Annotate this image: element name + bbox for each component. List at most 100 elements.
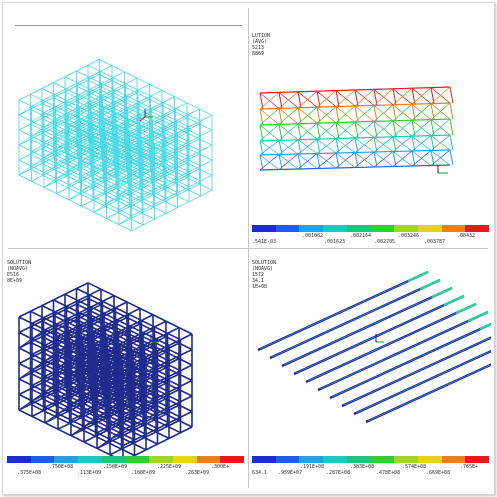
frame-member xyxy=(109,367,124,378)
contour-brace xyxy=(373,120,394,138)
legend-line: 1E+08 xyxy=(252,284,268,290)
contour-color-band xyxy=(299,225,324,232)
contour-brace xyxy=(316,122,337,140)
legend-line: (NOAVG) xyxy=(7,266,29,272)
frame-member xyxy=(68,128,150,171)
contour-member xyxy=(430,150,435,166)
frame-member xyxy=(31,125,113,167)
frame-member xyxy=(18,165,32,176)
frame-member xyxy=(99,119,213,176)
contour-label: .002705 xyxy=(374,239,396,245)
contour-brace xyxy=(392,150,413,167)
contour-color-band xyxy=(394,456,418,463)
frame-member xyxy=(18,135,32,146)
frame-member xyxy=(106,117,188,159)
frame-member xyxy=(56,137,138,179)
frame-member xyxy=(18,105,32,116)
frame-member xyxy=(87,94,201,152)
frame-member xyxy=(57,404,72,415)
frame-member xyxy=(18,104,100,146)
frame-member xyxy=(81,90,163,132)
contour-member xyxy=(354,121,359,139)
contour-member xyxy=(259,108,264,126)
frame-member xyxy=(87,79,201,137)
contour-member xyxy=(297,91,302,108)
contour-brace xyxy=(335,89,356,107)
contour-member xyxy=(430,87,435,104)
contour-member xyxy=(392,120,397,137)
frame-member xyxy=(93,156,175,198)
legend-line: 34.1 xyxy=(252,278,265,284)
frame-member xyxy=(56,152,138,194)
frame-member xyxy=(56,92,138,134)
frame-member xyxy=(53,82,167,139)
wireframe-model xyxy=(18,59,213,232)
contour-label: .263E+09 xyxy=(185,470,210,476)
frame-member xyxy=(118,155,132,165)
contour-member xyxy=(278,154,283,170)
legend-line: LUTION xyxy=(252,33,271,39)
contour-label: .191E+08 xyxy=(300,464,325,470)
legend-line: E516 xyxy=(7,272,20,278)
contour-brace xyxy=(316,90,337,108)
contour-brace xyxy=(354,105,375,123)
contour-brace xyxy=(297,153,318,170)
frame-member xyxy=(18,74,100,116)
displacement-model xyxy=(259,86,454,174)
frame-member xyxy=(81,105,163,147)
frame-member xyxy=(81,181,95,192)
contour-color-band xyxy=(441,225,466,232)
panel4-legend: SOLUTION (NOAVG) 1572 34.1 1E+08 xyxy=(252,260,276,290)
frame-member xyxy=(87,64,201,122)
frame-member xyxy=(118,123,200,165)
contour-brace xyxy=(259,154,280,171)
frame-member xyxy=(106,177,188,219)
frame-member xyxy=(83,354,98,365)
frame-member xyxy=(41,148,155,205)
contour-member xyxy=(278,108,283,125)
frame-member xyxy=(43,131,125,173)
frame-member xyxy=(31,329,46,340)
frame-member xyxy=(56,122,138,164)
stress-beams-model xyxy=(257,270,491,424)
beam-end xyxy=(419,278,441,291)
contour-member xyxy=(297,107,302,124)
frame-member xyxy=(64,151,178,208)
contour-label: .300E+ xyxy=(211,464,230,470)
frame-member xyxy=(99,104,213,161)
contour-brace xyxy=(392,119,413,138)
frame-member xyxy=(18,134,100,176)
frame-member xyxy=(43,148,57,158)
frame-member xyxy=(106,102,188,144)
contour-brace xyxy=(430,134,451,151)
frame-member xyxy=(64,106,178,163)
frame-member xyxy=(106,162,188,204)
contour-brace xyxy=(316,138,337,154)
frame-member xyxy=(68,160,82,171)
contour-brace xyxy=(316,106,337,124)
frame-member xyxy=(44,382,59,393)
contour-member xyxy=(316,107,321,124)
frame-member xyxy=(56,77,138,119)
contour-brace xyxy=(411,119,432,137)
contour-color-bar xyxy=(7,456,245,463)
frame-member xyxy=(43,178,57,188)
legend-line: (NOAVG) xyxy=(252,266,274,272)
contour-color-band xyxy=(417,456,442,463)
frame-member xyxy=(76,100,190,158)
frame-member xyxy=(68,98,150,141)
frame-member xyxy=(31,157,45,167)
contour-brace xyxy=(335,137,356,154)
contour-member xyxy=(449,102,454,120)
frame-member xyxy=(18,338,33,349)
beam-highlight xyxy=(283,288,451,366)
frame-member xyxy=(93,171,175,213)
panel-stress-rack: SOLUTION (NOAVG) E516 8E+09 .750E+08 .15… xyxy=(5,250,246,491)
axis-z xyxy=(139,116,146,122)
contour-member xyxy=(278,92,283,109)
contour-member xyxy=(373,89,378,106)
frame-member xyxy=(64,136,178,193)
contour-brace xyxy=(430,118,451,136)
contour-brace xyxy=(354,151,375,168)
contour-brace xyxy=(259,140,280,156)
